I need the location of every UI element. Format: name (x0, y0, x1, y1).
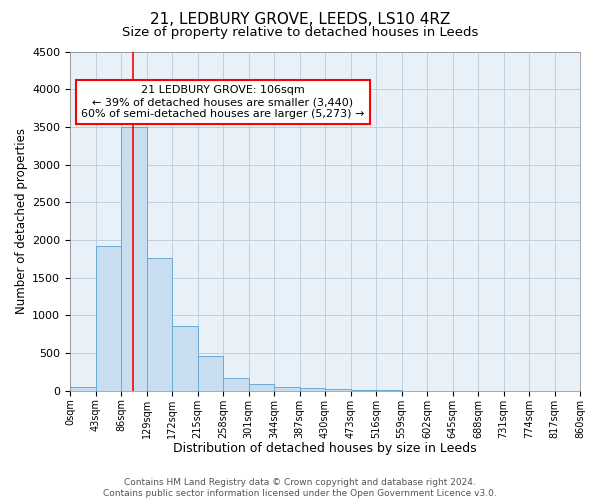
Text: Size of property relative to detached houses in Leeds: Size of property relative to detached ho… (122, 26, 478, 39)
Bar (325, 390, 350, 391)
Bar (223, 378, 248, 391)
Bar (95, 246, 121, 391)
Bar (172, 326, 197, 391)
X-axis label: Distribution of detached houses by size in Leeds: Distribution of detached houses by size … (173, 442, 477, 455)
Bar (197, 356, 223, 391)
Text: 21, LEDBURY GROVE, LEEDS, LS10 4RZ: 21, LEDBURY GROVE, LEEDS, LS10 4RZ (150, 12, 450, 28)
Bar (350, 390, 376, 391)
Bar (121, 127, 146, 391)
Bar (248, 384, 274, 391)
Bar (274, 386, 299, 391)
Bar (146, 258, 172, 391)
Text: Contains HM Land Registry data © Crown copyright and database right 2024.
Contai: Contains HM Land Registry data © Crown c… (103, 478, 497, 498)
Text: 21 LEDBURY GROVE: 106sqm
← 39% of detached houses are smaller (3,440)
60% of sem: 21 LEDBURY GROVE: 106sqm ← 39% of detach… (82, 86, 365, 118)
Y-axis label: Number of detached properties: Number of detached properties (15, 128, 28, 314)
Bar (299, 388, 325, 391)
Bar (70, 387, 95, 391)
